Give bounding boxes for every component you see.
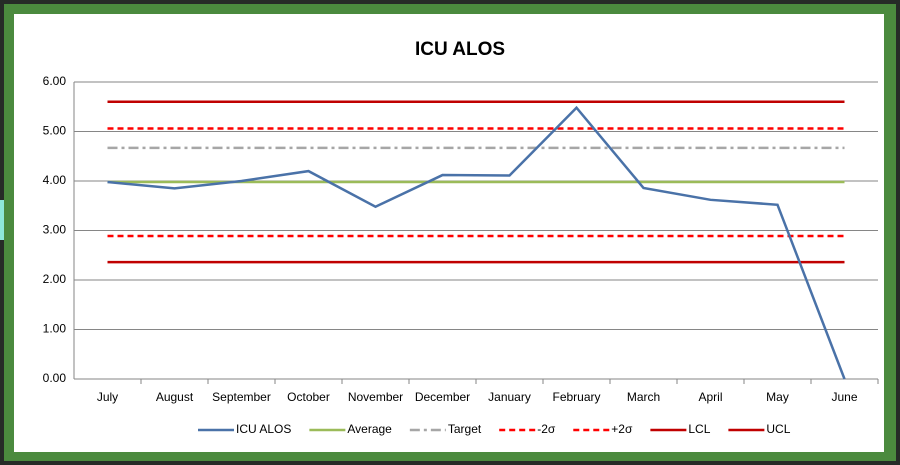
x-tick-label: July <box>97 390 118 404</box>
x-tick-label: November <box>348 390 403 404</box>
legend-label: LCL <box>688 422 710 436</box>
chart-area <box>14 14 884 452</box>
legend-label: UCL <box>766 422 790 436</box>
x-tick-label: March <box>627 390 660 404</box>
x-tick-label: October <box>287 390 330 404</box>
y-tick-label: 4.00 <box>43 173 67 187</box>
x-tick-label: January <box>488 390 531 404</box>
legend-label: -2σ <box>537 422 556 436</box>
x-tick-label: June <box>831 390 857 404</box>
legend-label: Target <box>448 422 482 436</box>
legend-label: Average <box>347 422 392 436</box>
legend-label: +2σ <box>611 422 633 436</box>
y-tick-label: 1.00 <box>43 322 67 336</box>
x-tick-label: May <box>766 390 789 404</box>
x-tick-label: December <box>415 390 470 404</box>
x-tick-label: September <box>212 390 271 404</box>
y-tick-label: 5.00 <box>43 124 67 138</box>
y-tick-label: 2.00 <box>43 272 67 286</box>
x-tick-label: August <box>156 390 194 404</box>
legend-label: ICU ALOS <box>236 422 291 436</box>
y-tick-label: 3.00 <box>43 223 67 237</box>
chart-title: ICU ALOS <box>415 39 505 60</box>
x-tick-label: April <box>698 390 722 404</box>
y-tick-label: 0.00 <box>43 371 67 385</box>
series-line <box>107 105 846 380</box>
y-tick-label: 6.00 <box>43 74 67 88</box>
x-tick-label: February <box>552 390 600 404</box>
